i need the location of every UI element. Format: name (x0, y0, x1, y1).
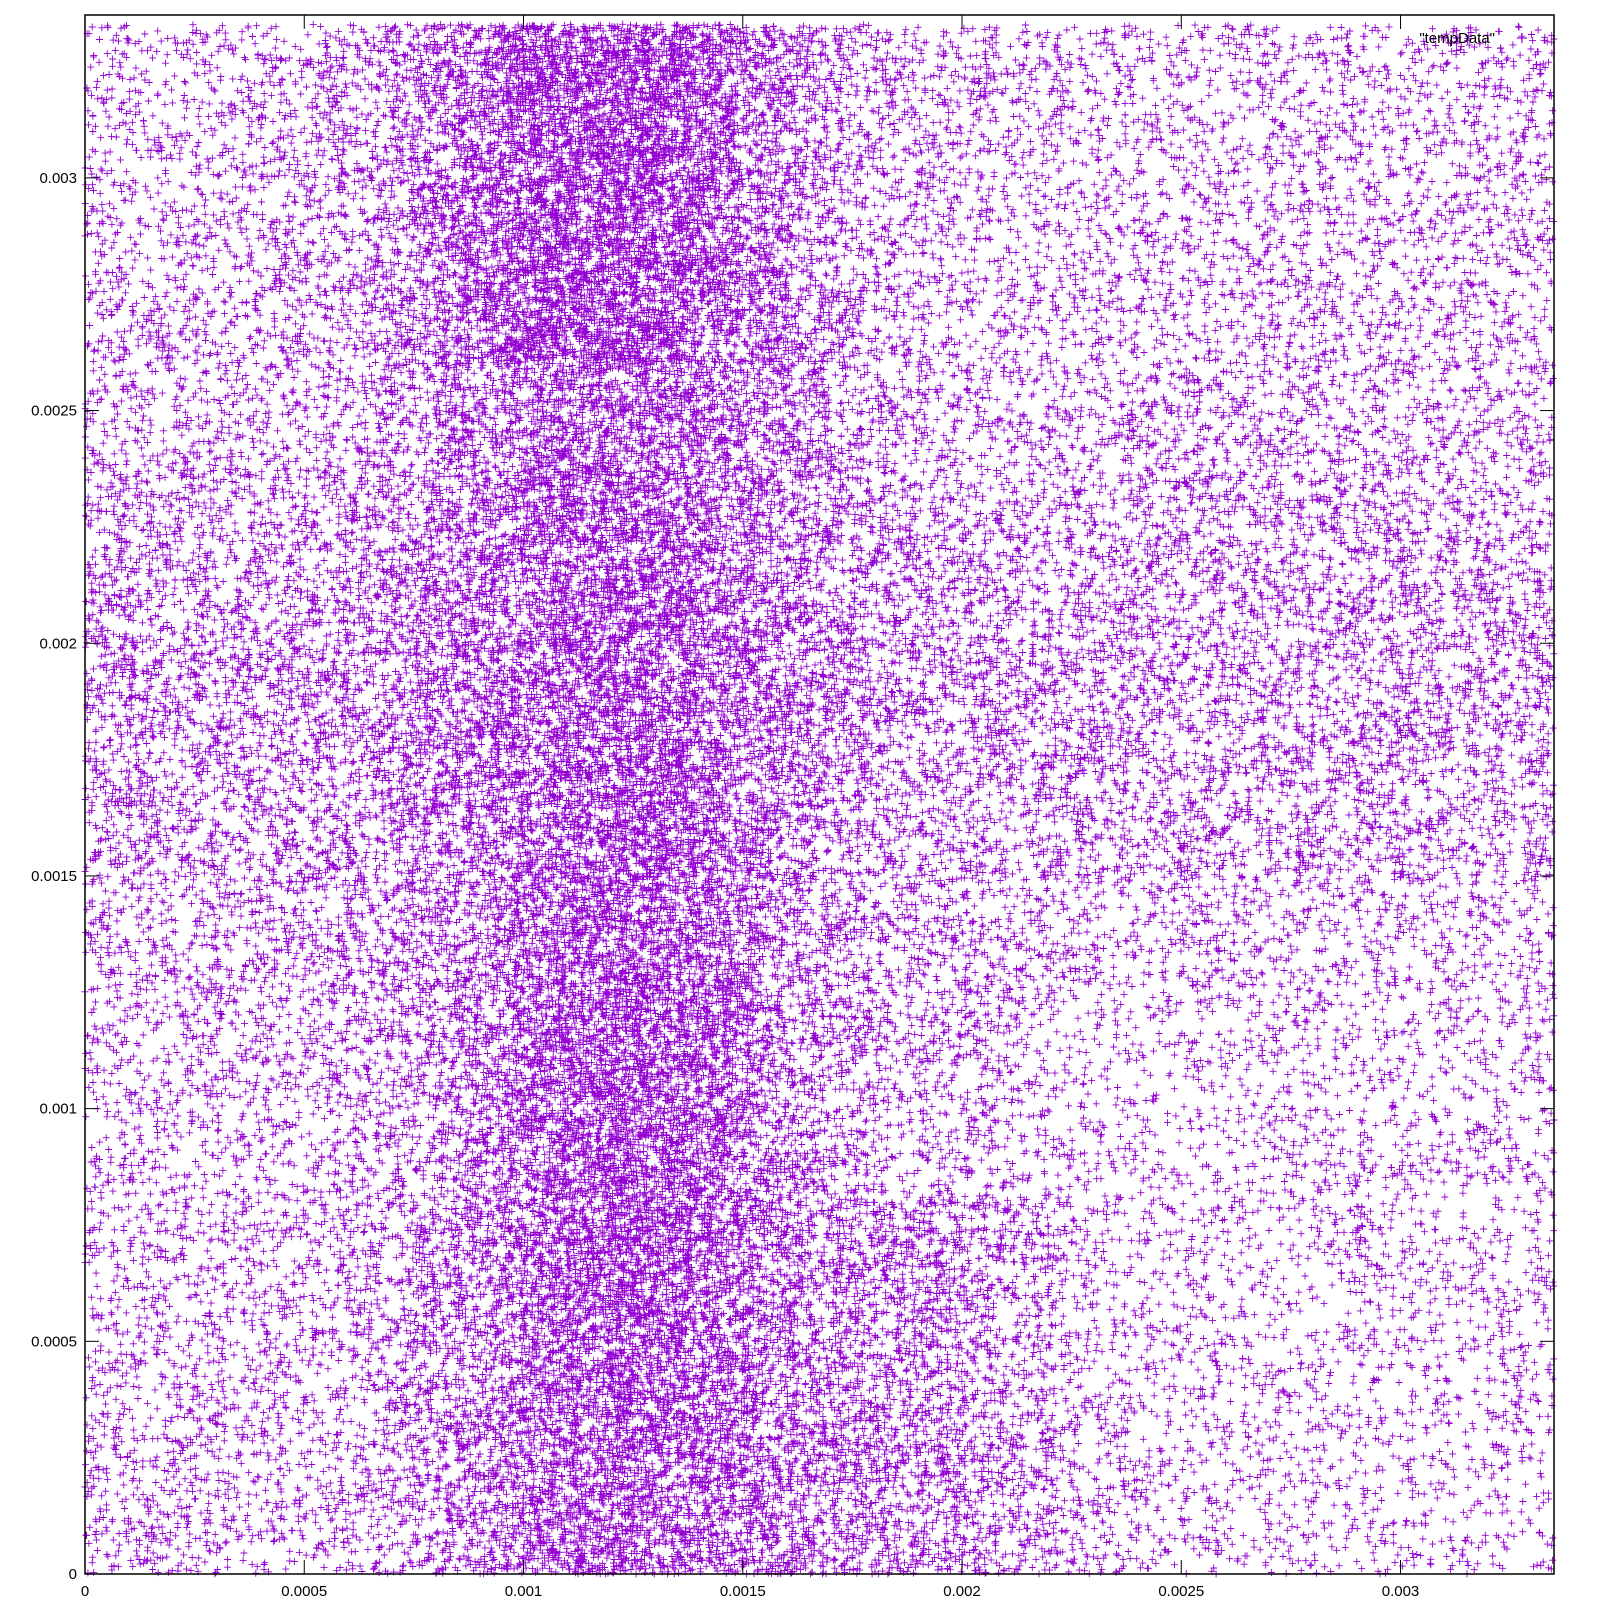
y-tick-label: 0.0015 (31, 868, 77, 885)
x-tick-label: 0.001 (505, 1583, 543, 1600)
legend: "tempData" (1419, 30, 1527, 47)
x-tick-label: 0 (81, 1583, 89, 1600)
y-tick-label: 0.0005 (31, 1333, 77, 1350)
y-tick-label: 0.0025 (31, 403, 77, 420)
y-tick-label: 0 (69, 1566, 77, 1583)
x-tick-label: 0.002 (943, 1583, 981, 1600)
x-tick-label: 0.003 (1382, 1583, 1420, 1600)
plot-frame (84, 14, 1555, 1575)
scatter-points-tempData (81, 20, 1558, 1578)
data-points (81, 20, 1558, 1578)
x-tick-labels: 0 0.0005 0.001 0.0015 0.002 0.0025 0.003 (81, 1583, 1419, 1600)
legend-label: "tempData" (1419, 30, 1495, 47)
x-tick-label: 0.0005 (281, 1583, 327, 1600)
x-tick-label: 0.0025 (1158, 1583, 1204, 1600)
axis-ticks (84, 15, 1554, 1575)
legend-marker-plus (1517, 33, 1527, 43)
y-tick-label: 0.003 (39, 170, 77, 187)
y-tick-label: 0.002 (39, 635, 77, 652)
y-tick-labels: 0 0.0005 0.001 0.0015 0.002 0.0025 0.003 (31, 170, 77, 1583)
x-tick-label: 0.0015 (720, 1583, 766, 1600)
y-tick-label: 0.001 (39, 1101, 77, 1118)
